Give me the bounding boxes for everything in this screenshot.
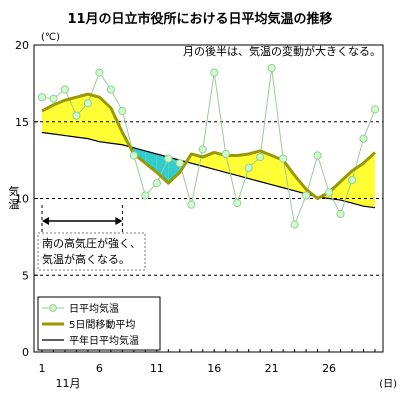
- y-unit-label: (℃): [41, 32, 60, 43]
- daily-point: [233, 199, 242, 208]
- daily-point: [221, 149, 230, 159]
- x-axis: 1 6 11 16 21 26: [39, 349, 376, 375]
- daily-point: [60, 85, 70, 94]
- daily-point: [72, 111, 81, 120]
- daily-point: [210, 68, 219, 77]
- x-unit-label: (日): [379, 379, 397, 390]
- daily-point: [129, 151, 138, 160]
- y-tick-label: 20: [15, 39, 29, 52]
- daily-point: [370, 105, 380, 114]
- daily-point: [187, 200, 196, 209]
- daily-point: [175, 159, 184, 168]
- daily-point: [95, 68, 104, 77]
- deviation-fill: [352, 163, 364, 207]
- deviation-fill: [53, 100, 65, 136]
- x-tick-label: 11: [150, 362, 164, 375]
- deviation-fill: [283, 160, 295, 191]
- daily-point: [290, 220, 299, 229]
- daily-point: [152, 179, 161, 188]
- span-arrow-head-left: [42, 217, 49, 225]
- deviation-fill: [271, 155, 284, 188]
- moving-average-line: [41, 92, 377, 200]
- daily-point: [267, 63, 276, 73]
- daily-point: [279, 154, 288, 163]
- daily-markers: [37, 63, 380, 229]
- annotation-span-arrow: [41, 205, 123, 232]
- daily-point: [164, 154, 173, 163]
- deviation-fill: [42, 104, 54, 135]
- daily-point: [324, 188, 334, 197]
- daily-point: [336, 209, 345, 218]
- annotation-box: 南の高気圧が強く、 気温が高くなる。: [37, 232, 146, 271]
- annotation-box-frame: [37, 232, 146, 271]
- daily-point: [83, 99, 93, 108]
- annotation-top: 月の後半は、気温の変動が大きくなる。: [183, 44, 381, 58]
- legend-label: 5日間移動平均: [69, 318, 135, 331]
- y-tick-label: 0: [22, 346, 29, 359]
- y-tick-label: 10: [15, 193, 29, 206]
- y-tick-label: 15: [15, 116, 29, 129]
- span-arrow-head-right: [115, 217, 123, 225]
- deviation-fill: [145, 150, 157, 173]
- deviation-fill: [237, 153, 249, 179]
- deviation-fill: [64, 97, 77, 138]
- deviation-fill: [225, 155, 238, 176]
- y-axis-title-char-2: 温: [9, 198, 20, 211]
- legend-swatch-marker: [49, 304, 57, 312]
- daily-point: [256, 152, 265, 162]
- legend-label: 平年日平均気温: [69, 334, 139, 347]
- daily-point: [49, 94, 58, 103]
- deviation-fill: [214, 152, 226, 173]
- y-axis-title: 気 温: [9, 184, 20, 211]
- annotation-box-line-2: 気温が高くなる。: [42, 252, 130, 266]
- deviation-fill: [363, 152, 375, 208]
- chart-title: 11月の日立市役所における日平均気温の推移: [67, 11, 332, 27]
- daily-point: [359, 134, 368, 143]
- daily-point: [347, 175, 357, 185]
- x-tick-label: 6: [96, 362, 103, 375]
- annotation-box-line-1: 南の高気圧が強く、: [42, 236, 141, 250]
- legend-label: 日平均気温: [69, 302, 119, 315]
- x-month-label: 11月: [56, 377, 81, 390]
- deviation-fill: [99, 97, 111, 144]
- x-tick-label: 1: [39, 362, 46, 375]
- y-axis: 0 5 10 15 20: [15, 39, 38, 359]
- x-tick-label: 21: [265, 362, 279, 375]
- series-lines: [41, 67, 377, 227]
- y-axis-title-char-1: 気: [9, 184, 20, 198]
- deviation-fill: [122, 132, 131, 147]
- daily-point: [37, 93, 47, 102]
- daily-point: [313, 151, 322, 160]
- daily-point: [106, 85, 115, 94]
- daily-point: [244, 163, 253, 172]
- daily-point: [302, 191, 311, 200]
- x-tick-label: 16: [207, 362, 221, 375]
- daily-point: [198, 145, 207, 154]
- y-tick-label: 5: [22, 269, 29, 282]
- daily-temperature-line: [41, 67, 376, 227]
- daily-point: [118, 106, 127, 116]
- x-tick-label: 26: [322, 362, 336, 375]
- daily-point: [141, 191, 150, 200]
